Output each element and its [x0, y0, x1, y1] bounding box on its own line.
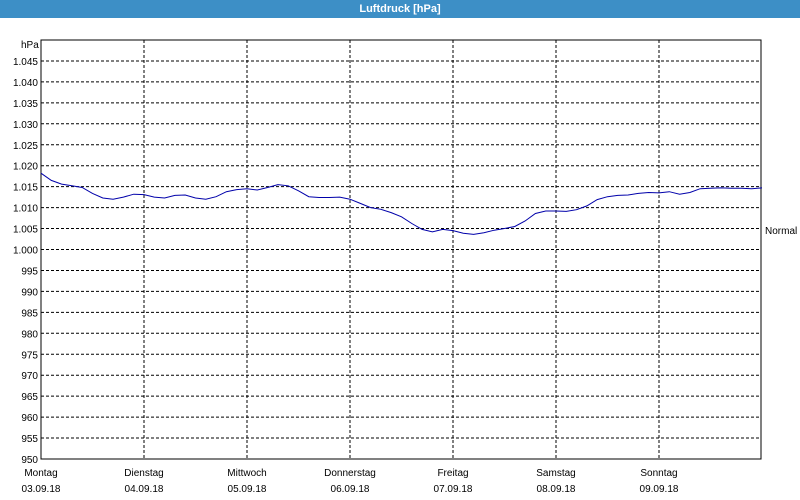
x-tick-date-label: 06.09.18 [331, 484, 370, 495]
y-tick-label: 1.035 [13, 99, 38, 110]
x-tick-date-label: 08.09.18 [537, 484, 576, 495]
x-tick-day-label: Donnerstag [324, 468, 376, 479]
x-tick-day-label: Sonntag [640, 468, 677, 479]
y-tick-label: 1.010 [13, 204, 38, 215]
y-tick-label: 970 [21, 371, 38, 382]
x-tick-date-label: 04.09.18 [125, 484, 164, 495]
pressure-series-line [40, 172, 763, 235]
y-tick-label: 1.025 [13, 141, 38, 152]
x-tick-day-label: Montag [24, 468, 57, 479]
y-tick-label: 990 [21, 287, 38, 298]
y-tick-label: 975 [21, 350, 38, 361]
y-tick-label: 965 [21, 392, 38, 403]
x-tick-day-label: Samstag [536, 468, 575, 479]
y-axis-unit-label: hPa [21, 40, 39, 51]
y-tick-label: 1.015 [13, 183, 38, 194]
x-tick-date-label: 09.09.18 [640, 484, 679, 495]
x-tick-day-label: Mittwoch [227, 468, 266, 479]
x-tick-day-label: Dienstag [124, 468, 163, 479]
y-tick-label: 1.040 [13, 78, 38, 89]
x-tick-date-label: 03.09.18 [22, 484, 61, 495]
axis-labels: 950 955 960 965 970 975 980 985 990 995 1.000 1.005… [13, 57, 679, 495]
y-tick-label: 1.000 [13, 246, 38, 257]
y-tick-label: 985 [21, 308, 38, 319]
y-tick-label: 995 [21, 266, 38, 277]
y-tick-label: 950 [21, 455, 38, 466]
y-tick-label: 980 [21, 329, 38, 340]
chart-title: Luftdruck [hPa] [0, 0, 800, 18]
y-tick-label: 960 [21, 413, 38, 424]
normal-reference-label: Normal [765, 226, 797, 237]
x-tick-date-label: 07.09.18 [434, 484, 473, 495]
y-tick-label: 1.020 [13, 162, 38, 173]
y-tick-label: 955 [21, 434, 38, 445]
y-tick-label: 1.005 [13, 225, 38, 236]
x-tick-date-label: 05.09.18 [228, 484, 267, 495]
x-tick-day-label: Freitag [437, 468, 468, 479]
y-tick-label: 1.045 [13, 57, 38, 68]
grid-lines [41, 40, 761, 459]
y-tick-label: 1.030 [13, 120, 38, 131]
